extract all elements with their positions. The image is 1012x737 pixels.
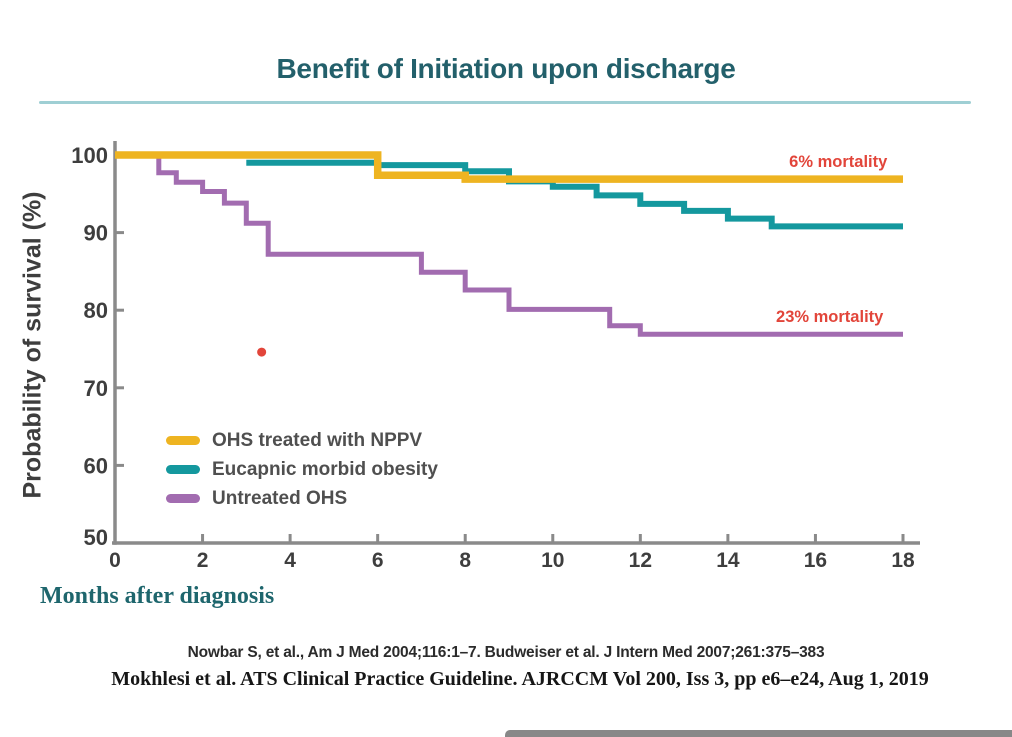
x-tick-label: 12	[629, 549, 652, 572]
series-line-untreated-ohs	[156, 155, 903, 337]
x-tick-label: 10	[541, 549, 564, 572]
x-tick-label: 18	[891, 549, 915, 572]
y-tick-label: 70	[84, 376, 108, 401]
x-tick-label: 4	[284, 549, 296, 572]
legend-label: Untreated OHS	[212, 487, 348, 509]
mortality-label-nppv: 6% mortality	[789, 152, 888, 171]
y-tick-label: 60	[84, 453, 108, 478]
legend-item-ohs-nppv: OHS treated with NPPV	[166, 426, 438, 455]
x-tick-label: 8	[459, 549, 471, 572]
y-tick-label: 90	[84, 221, 108, 246]
title-underline-rule	[39, 101, 971, 104]
legend-swatch-ohs-nppv	[166, 436, 200, 445]
chart-legend: OHS treated with NPPV Eucapnic morbid ob…	[166, 426, 438, 513]
x-tick-label: 0	[109, 549, 121, 572]
citation-line-1: Nowbar S, et al., Am J Med 2004;116:1–7.…	[187, 644, 825, 661]
legend-item-untreated: Untreated OHS	[166, 484, 438, 513]
y-tick-label: 50	[84, 525, 108, 550]
series-line-ohs-treated-with-nppv	[115, 151, 903, 183]
y-tick-label: 100	[71, 143, 108, 168]
x-tick-label: 14	[716, 549, 740, 572]
series-line-eucapnic-morbid-obesity	[246, 159, 903, 230]
y-tick-label: 80	[84, 298, 108, 323]
x-tick-label: 16	[804, 549, 827, 572]
x-tick-label: 6	[372, 549, 384, 572]
x-axis-caption: Months after diagnosis	[40, 583, 275, 609]
citation-line-2: Mokhlesi et al. ATS Clinical Practice Gu…	[111, 668, 929, 690]
mortality-label-untreated: 23% mortality	[776, 307, 884, 326]
legend-swatch-untreated	[166, 494, 200, 503]
significance-marker-dot	[257, 347, 267, 357]
chart-title: Benefit of Initiation upon discharge	[276, 53, 736, 84]
legend-swatch-eucapnic	[166, 465, 200, 474]
x-tick-label: 2	[197, 549, 209, 572]
legend-label: Eucapnic morbid obesity	[212, 458, 438, 480]
legend-label: OHS treated with NPPV	[212, 429, 423, 451]
bottom-edge-bar	[505, 730, 1012, 737]
legend-item-eucapnic: Eucapnic morbid obesity	[166, 455, 438, 484]
